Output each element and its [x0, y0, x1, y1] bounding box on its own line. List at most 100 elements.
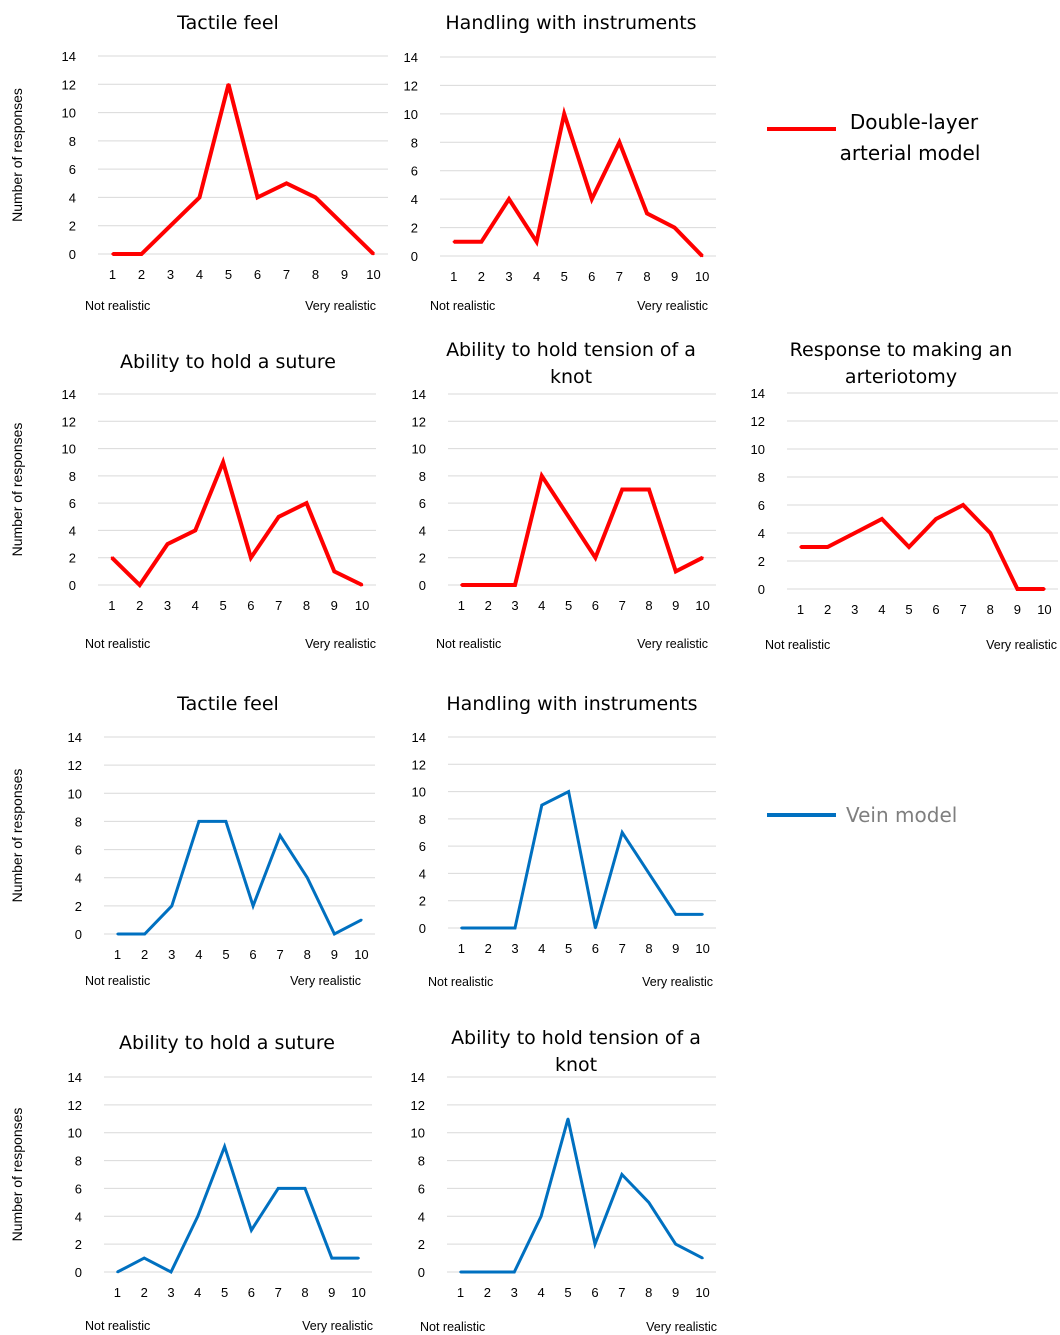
- data-point: [593, 1242, 597, 1246]
- x-tick-label: 5: [565, 598, 572, 613]
- data-point: [540, 474, 543, 478]
- x-tick-label: 7: [960, 602, 967, 617]
- y-tick-label: 6: [69, 162, 76, 177]
- x-tick-label: 2: [136, 598, 143, 613]
- x-right-label: Very realistic: [305, 299, 376, 313]
- data-point: [673, 226, 676, 229]
- y-tick-label: 14: [68, 730, 82, 745]
- x-right-label: Very realistic: [646, 1320, 717, 1334]
- x-tick-label: 8: [645, 598, 652, 613]
- y-tick-label: 6: [419, 496, 426, 511]
- x-tick-label: 4: [195, 947, 202, 962]
- data-point: [305, 501, 308, 505]
- legend-vein: Vein model: [767, 803, 957, 827]
- y-tick-label: 12: [412, 414, 426, 429]
- data-point: [343, 224, 346, 227]
- data-point: [278, 834, 282, 837]
- data-point: [110, 556, 114, 559]
- y-tick-label: 12: [68, 1098, 82, 1113]
- y-tick-label: 14: [412, 387, 426, 402]
- data-point: [701, 254, 704, 258]
- data-point: [567, 790, 570, 793]
- x-tick-label: 3: [164, 598, 171, 613]
- y-tick-label: 0: [75, 927, 82, 942]
- y-tick-label: 0: [419, 578, 426, 593]
- x-tick-label: 8: [643, 269, 650, 284]
- data-point: [333, 932, 336, 936]
- x-tick-label: 5: [225, 267, 232, 282]
- data-point: [1043, 587, 1046, 591]
- x-tick-label: 1: [108, 598, 115, 613]
- x-tick-label: 7: [616, 269, 623, 284]
- data-point: [330, 1256, 333, 1260]
- x-right-label: Very realistic: [986, 638, 1057, 652]
- data-point: [143, 932, 146, 936]
- series-line: [800, 502, 1045, 591]
- x-right-label: Very realistic: [637, 637, 708, 651]
- y-tick-label: 8: [418, 1154, 425, 1169]
- x-tick-label: 6: [254, 267, 261, 282]
- data-point: [166, 542, 169, 546]
- y-tick-label: 10: [751, 442, 765, 457]
- data-point: [111, 252, 114, 256]
- x-tick-label: 5: [565, 941, 572, 956]
- data-point: [539, 1215, 543, 1218]
- y-tick-label: 12: [404, 78, 418, 93]
- data-point: [594, 926, 597, 930]
- x-left-label: Not realistic: [85, 1319, 150, 1333]
- x-tick-label: 3: [511, 941, 518, 956]
- y-tick-label: 4: [69, 523, 76, 538]
- y-tick-label: 4: [418, 1209, 425, 1224]
- y-tick-label: 4: [758, 526, 765, 541]
- x-tick-label: 4: [538, 598, 545, 613]
- x-tick-label: 1: [114, 947, 121, 962]
- data-point: [170, 904, 173, 908]
- chart-title: knot: [555, 1054, 597, 1076]
- data-point: [224, 820, 228, 823]
- data-point: [169, 1270, 173, 1274]
- x-tick-label: 1: [114, 1285, 121, 1300]
- x-tick-label: 9: [331, 598, 338, 613]
- x-tick-label: 2: [824, 602, 831, 617]
- x-tick-label: 6: [591, 1285, 598, 1300]
- data-point: [799, 545, 802, 549]
- data-point: [116, 932, 119, 936]
- x-tick-label: 6: [588, 269, 595, 284]
- data-point: [989, 531, 992, 535]
- x-tick-label: 6: [249, 947, 256, 962]
- y-tick-label: 10: [68, 1126, 82, 1141]
- x-tick-label: 3: [511, 1285, 518, 1300]
- data-point: [540, 804, 543, 807]
- data-point: [360, 583, 364, 587]
- x-tick-label: 8: [987, 602, 994, 617]
- x-right-label: Very realistic: [302, 1319, 373, 1333]
- y-tick-label: 0: [758, 582, 765, 597]
- x-tick-label: 4: [192, 598, 199, 613]
- y-tick-label: 4: [75, 1209, 82, 1224]
- y-tick-label: 14: [68, 1070, 82, 1085]
- data-point: [674, 570, 677, 573]
- x-tick-label: 9: [671, 269, 678, 284]
- series-line: [453, 106, 704, 258]
- y-tick-label: 12: [62, 77, 76, 92]
- legend-arterial: Double-layer arterial model: [767, 110, 980, 165]
- x-tick-label: 1: [458, 598, 465, 613]
- x-tick-label: 6: [932, 602, 939, 617]
- chart-title: Ability to hold a suture: [120, 351, 336, 373]
- x-tick-label: 10: [1037, 602, 1051, 617]
- chart-title: knot: [550, 366, 592, 388]
- data-point: [961, 503, 965, 507]
- data-point: [645, 212, 649, 215]
- y-tick-label: 8: [419, 812, 426, 827]
- y-tick-label: 2: [419, 551, 426, 566]
- x-tick-label: 10: [354, 947, 368, 962]
- data-point: [249, 556, 253, 559]
- data-point: [934, 517, 938, 521]
- data-point: [1016, 587, 1019, 591]
- y-tick-label: 6: [411, 164, 418, 179]
- y-tick-label: 10: [412, 785, 426, 800]
- y-tick-label: 14: [404, 50, 418, 65]
